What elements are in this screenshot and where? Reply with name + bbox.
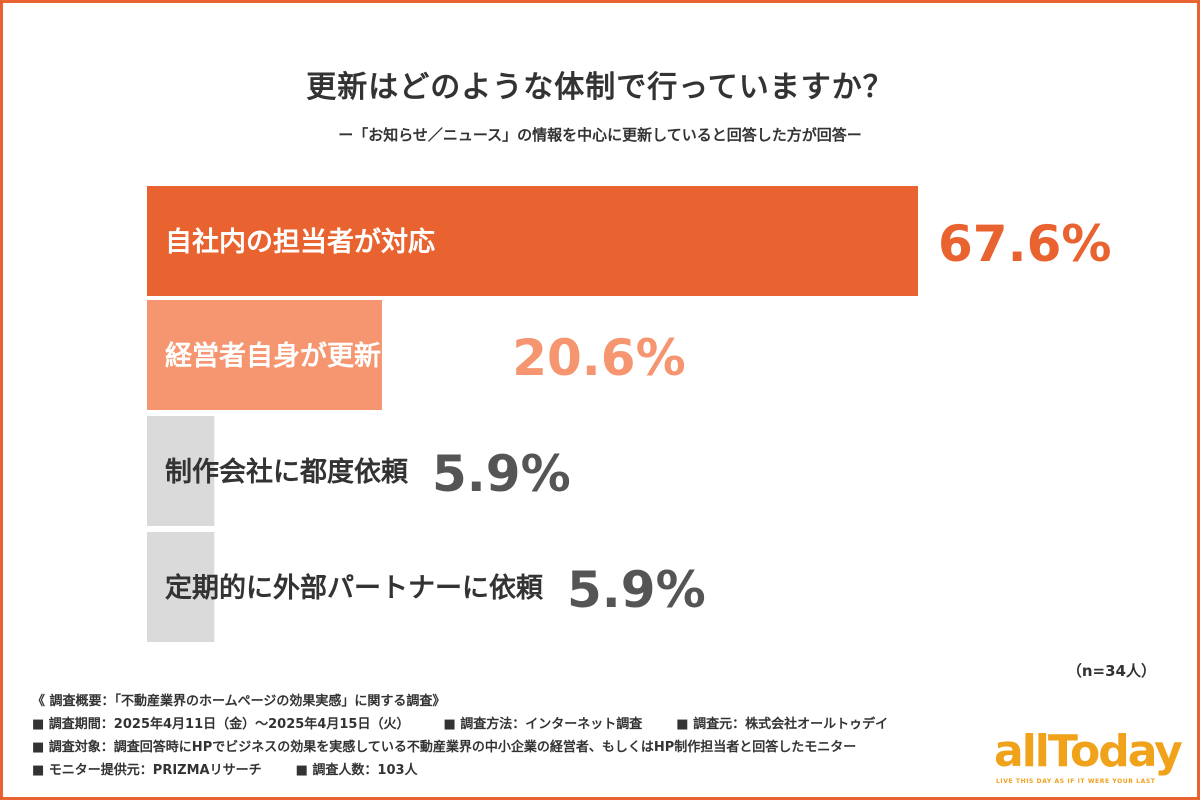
- category-label-1: 自社内の担当者が対応: [165, 226, 435, 258]
- value-label-3: 5.9%: [432, 445, 571, 503]
- survey-notes: 《 調査概要：「不動産業界のホームページの効果実感」に関する調査》 ■ 調査期間…: [32, 690, 888, 782]
- logo-wordmark: allToday: [994, 726, 1183, 777]
- bar-2: [147, 300, 382, 410]
- value-label-4: 5.9%: [567, 561, 706, 619]
- notes-period: ■ 調査期間：2025年4月11日（金）〜2025年4月15日（火）: [32, 717, 410, 732]
- category-label-4: 定期的に外部パートナーに依頼: [165, 572, 544, 604]
- notes-row-3: ■ モニター提供元：PRIZMAリサーチ ■ 調査人数：103人: [32, 759, 888, 782]
- notes-target: ■ 調査対象：調査回答時にHPでビジネスの効果を実感している不動産業界の中小企業…: [32, 740, 857, 755]
- bar-1: [147, 186, 918, 296]
- category-label-3: 制作会社に都度依頼: [165, 456, 409, 488]
- sample-size-label: （n=34人）: [1066, 662, 1156, 680]
- notes-row-1: ■ 調査期間：2025年4月11日（金）〜2025年4月15日（火） ■ 調査方法…: [32, 713, 888, 736]
- chart-subtitle: ー「お知らせ／ニュース」の情報を中心に更新していると回答した方が回答ー: [338, 126, 862, 144]
- value-label-2: 20.6%: [512, 329, 685, 387]
- notes-header: 《 調査概要：「不動産業界のホームページの効果実感」に関する調査》: [32, 694, 446, 709]
- alltoday-logo: allToday LIVE THIS DAY AS IF IT WERE YOU…: [994, 726, 1183, 790]
- logo-tagline: LIVE THIS DAY AS IF IT WERE YOUR LAST: [996, 778, 1156, 785]
- notes-count: ■ 調査人数：103人: [295, 763, 418, 778]
- bar-4: [147, 532, 215, 642]
- chart-title: 更新はどのような体制で行っていますか？: [306, 70, 894, 105]
- notes-provider: ■ モニター提供元：PRIZMAリサーチ: [32, 763, 262, 778]
- bar-3: [147, 416, 215, 526]
- notes-method: ■ 調査方法：インターネット調査: [443, 717, 643, 732]
- value-label-1: 67.6%: [938, 215, 1111, 273]
- notes-source: ■ 調査元：株式会社オールトゥデイ: [676, 717, 889, 732]
- category-label-2: 経営者自身が更新している: [165, 340, 488, 372]
